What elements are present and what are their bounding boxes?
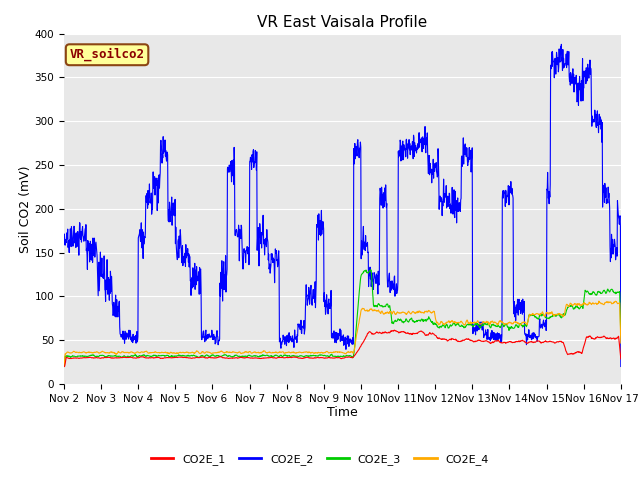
Title: VR East Vaisala Profile: VR East Vaisala Profile — [257, 15, 428, 30]
X-axis label: Time: Time — [327, 407, 358, 420]
Legend: CO2E_1, CO2E_2, CO2E_3, CO2E_4: CO2E_1, CO2E_2, CO2E_3, CO2E_4 — [147, 450, 493, 469]
Text: VR_soilco2: VR_soilco2 — [70, 48, 145, 61]
Y-axis label: Soil CO2 (mV): Soil CO2 (mV) — [19, 165, 32, 252]
